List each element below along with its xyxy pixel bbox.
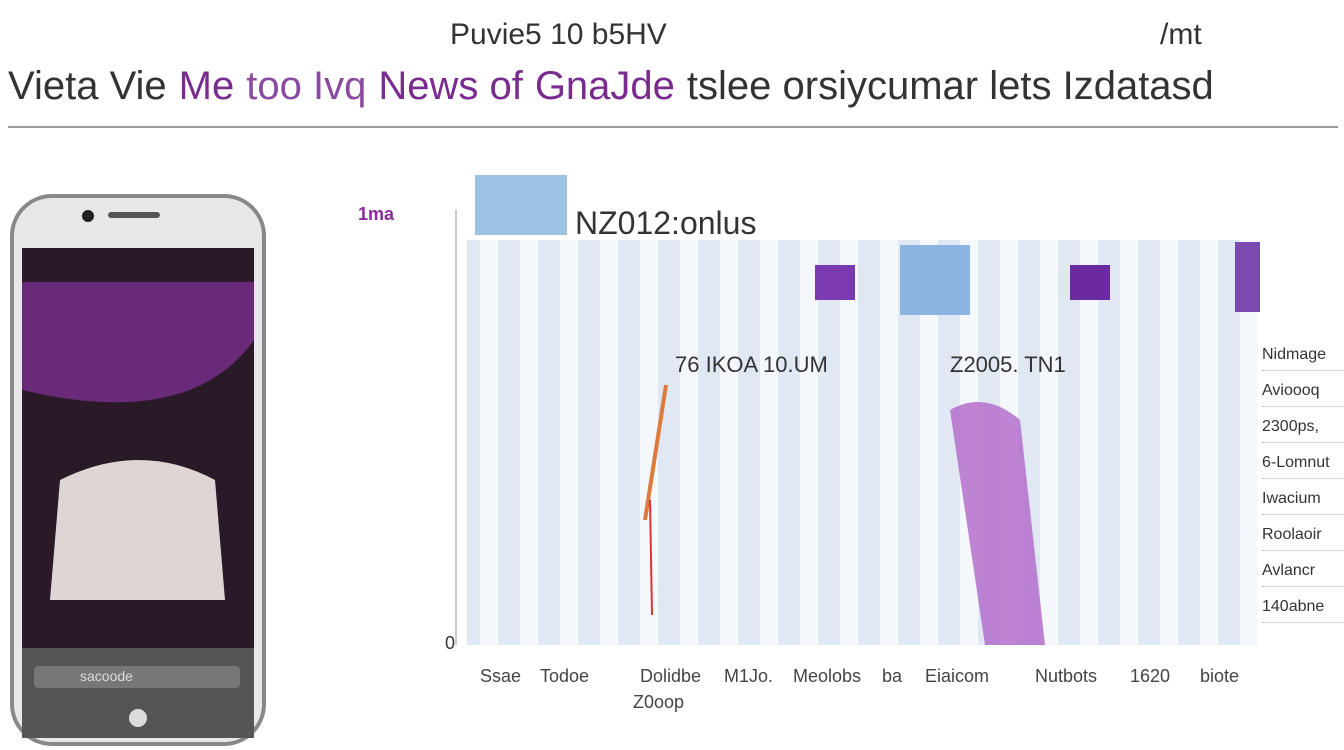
x-label: M1Jo. xyxy=(724,666,774,686)
side-label: 1ma xyxy=(358,204,395,224)
panel xyxy=(455,175,1260,645)
headline-part: too Ivq xyxy=(246,64,367,108)
phone-button: sacoode xyxy=(80,668,133,684)
headline-part: Vieta Vie xyxy=(8,64,167,108)
phone-field xyxy=(34,666,240,688)
panel-title: NZ012:onlus xyxy=(575,205,757,241)
x-label: Meolobs xyxy=(793,666,862,686)
x-label: Nutbots xyxy=(1035,666,1098,686)
x-label: 1620 xyxy=(1130,666,1171,686)
stripe xyxy=(640,240,658,645)
stripe xyxy=(800,240,818,645)
list-item: Avlancr xyxy=(1262,556,1344,587)
stripe xyxy=(680,240,698,645)
icon xyxy=(1070,265,1110,300)
stripe xyxy=(560,240,578,645)
stripe xyxy=(920,240,938,645)
headline-part: tslee orsiycumar lets Izdatasd xyxy=(686,64,1214,108)
stripe xyxy=(1160,240,1178,645)
speaker xyxy=(108,212,160,218)
x-label: biote xyxy=(1200,666,1240,686)
stripe xyxy=(520,240,538,645)
stripe xyxy=(1120,240,1138,645)
list-item: 6-Lomnut xyxy=(1262,448,1344,479)
stripe xyxy=(1040,240,1058,645)
screen-shape xyxy=(22,282,254,403)
list-item: 140abne xyxy=(1262,592,1344,623)
x-label: Eiaicom xyxy=(925,666,990,686)
axis-label: 0 xyxy=(445,633,456,653)
stripe xyxy=(1200,240,1218,645)
list-item: Roolaoir xyxy=(1262,520,1344,551)
stripe xyxy=(1240,240,1258,645)
figure xyxy=(950,402,1045,645)
headline-part: Me xyxy=(178,64,235,108)
annotation: Z2005. TN1 xyxy=(950,352,1066,377)
stripe xyxy=(840,240,858,645)
list-item: 2300ps, xyxy=(1262,412,1344,443)
stripe xyxy=(600,240,618,645)
list-item: Iwacium xyxy=(1262,484,1344,515)
icon xyxy=(475,175,567,235)
list-item: Nidmage xyxy=(1262,340,1344,371)
list-item: Avioooq xyxy=(1262,376,1344,407)
x-sublabel: Z0oop xyxy=(633,692,685,712)
headline: Vieta Vie Me too Ivq News of GnaJde tslee ors… xyxy=(8,64,1226,109)
icon xyxy=(900,245,970,315)
camera xyxy=(82,210,94,222)
top-text: /mt xyxy=(1160,18,1202,51)
x-label: Todoe xyxy=(540,666,590,686)
x-label: ba xyxy=(882,666,903,686)
stripe xyxy=(1080,240,1098,645)
annotation: 76 IKOA 10.UM xyxy=(675,352,828,377)
screen-figure xyxy=(50,460,225,600)
headline-part: News of xyxy=(378,64,523,108)
icon xyxy=(1235,242,1260,312)
panel-bg xyxy=(467,240,1250,645)
icon xyxy=(815,265,855,300)
stripe xyxy=(480,240,498,645)
home-button xyxy=(129,709,147,727)
top-text: Puvie5 10 b5HV xyxy=(450,18,667,51)
x-label: Dolidbe xyxy=(640,666,702,686)
stroke xyxy=(649,499,653,616)
stripe xyxy=(760,240,778,645)
stripe xyxy=(880,240,898,645)
stroke xyxy=(643,384,668,521)
x-label: Ssae xyxy=(480,666,522,686)
divider xyxy=(8,126,1338,128)
phone xyxy=(10,194,266,746)
stripe xyxy=(720,240,738,645)
headline-part: GnaJde xyxy=(534,64,675,108)
